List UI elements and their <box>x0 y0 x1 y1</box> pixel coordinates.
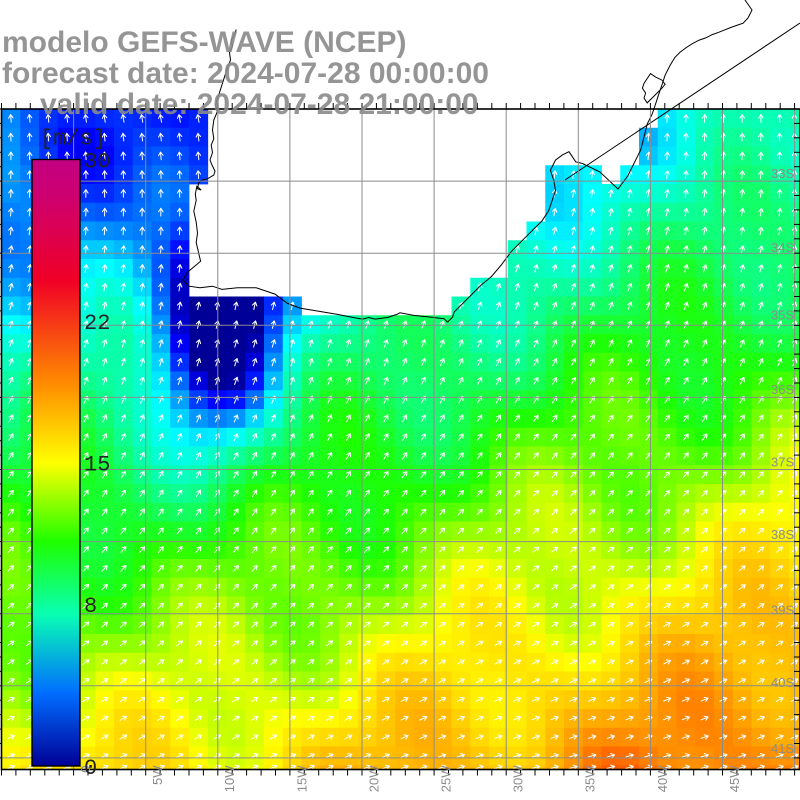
svg-text:22: 22 <box>84 311 110 336</box>
svg-text:30: 30 <box>84 149 110 174</box>
svg-text:0: 0 <box>84 756 97 781</box>
svg-text:40W: 40W <box>655 765 670 792</box>
svg-text:36S: 36S <box>771 382 794 397</box>
svg-text:20W: 20W <box>366 765 381 792</box>
svg-text:41S: 41S <box>771 741 794 756</box>
svg-text:8: 8 <box>84 594 97 619</box>
svg-text:37S: 37S <box>771 455 794 470</box>
svg-text:10W: 10W <box>222 765 237 792</box>
svg-text:34S: 34S <box>771 240 794 255</box>
svg-text:35S: 35S <box>771 308 794 323</box>
svg-text:45W: 45W <box>727 765 742 792</box>
svg-text:15W: 15W <box>294 765 309 792</box>
svg-text:38S: 38S <box>771 527 794 542</box>
svg-text:15: 15 <box>84 453 110 478</box>
svg-text:5W: 5W <box>150 765 165 785</box>
svg-text:30W: 30W <box>511 765 526 792</box>
svg-text:valid date: 2024-07-28 21:00:0: valid date: 2024-07-28 21:00:00 <box>40 88 479 121</box>
svg-text:[m/s]: [m/s] <box>40 127 106 152</box>
svg-text:35W: 35W <box>583 765 598 792</box>
svg-text:modelo GEFS-WAVE (NCEP): modelo GEFS-WAVE (NCEP) <box>2 26 406 59</box>
svg-text:39S: 39S <box>771 603 794 618</box>
svg-text:25W: 25W <box>439 765 454 792</box>
svg-text:forecast date: 2024-07-28 00:0: forecast date: 2024-07-28 00:00:00 <box>2 57 489 90</box>
svg-text:40S: 40S <box>771 675 794 690</box>
svg-text:33S: 33S <box>771 166 794 181</box>
